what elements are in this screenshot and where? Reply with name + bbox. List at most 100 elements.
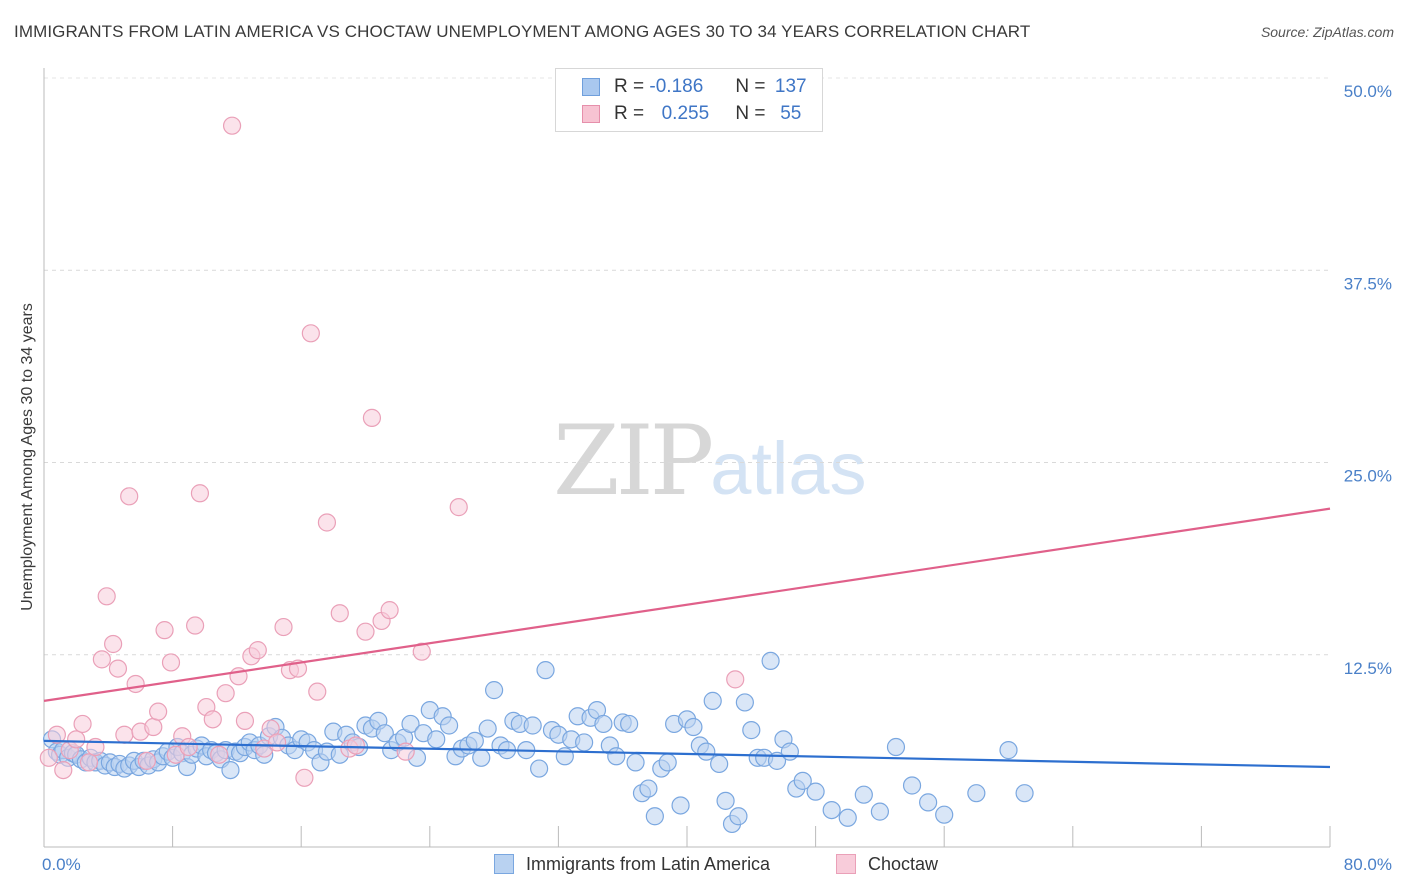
point-choctaw (301, 324, 320, 343)
bottom-legend-swatch-choctaw (836, 854, 856, 874)
point-latin-america (684, 717, 703, 737)
point-choctaw (396, 742, 415, 761)
point-choctaw (108, 659, 128, 678)
point-latin-america (620, 714, 639, 734)
point-latin-america (854, 785, 873, 804)
legend-r-value: 0.255 (661, 103, 710, 124)
legend-n-value: 55 (780, 103, 802, 124)
point-latin-america (465, 731, 484, 750)
point-choctaw (346, 736, 365, 755)
correlation-legend: R = -0.186 N = 137 R = 0.255 N = 55 (555, 68, 823, 132)
legend-r-value: -0.186 (649, 76, 704, 97)
point-latin-america (221, 760, 240, 780)
point-choctaw (39, 748, 58, 767)
point-latin-america (729, 807, 748, 826)
point-choctaw (210, 745, 229, 764)
point-choctaw (92, 650, 111, 669)
point-choctaw (308, 682, 327, 701)
point-latin-america (735, 693, 754, 712)
point-latin-america (780, 742, 799, 761)
point-latin-america (639, 779, 658, 798)
bottom-legend-choctaw: Choctaw (836, 852, 938, 876)
legend-r-label: R = (614, 103, 645, 124)
point-latin-america (703, 691, 722, 710)
legend-swatch-latin-america (582, 78, 600, 96)
gridlines (44, 77, 1330, 656)
point-latin-america (822, 800, 841, 820)
point-latin-america (870, 802, 890, 821)
bottom-legend-label-choctaw: Choctaw (868, 853, 939, 874)
point-choctaw (137, 751, 156, 770)
point-latin-america (485, 681, 504, 700)
point-choctaw (186, 616, 205, 635)
legend-row-choctaw: R = 0.255 N = 55 (582, 102, 811, 126)
point-latin-america (1015, 784, 1034, 803)
point-choctaw (362, 408, 382, 427)
legend-swatch-choctaw (582, 105, 600, 123)
point-choctaw (222, 116, 242, 135)
point-latin-america (439, 716, 459, 735)
point-latin-america (967, 784, 986, 803)
legend-n-label: N = (735, 103, 766, 124)
point-latin-america (523, 716, 542, 735)
point-choctaw (120, 487, 139, 506)
point-latin-america (742, 721, 761, 740)
axes (43, 68, 1331, 848)
tick-labels: 12.5% 25.0% 37.5% 50.0% 0.0% 80.0% (42, 82, 1392, 874)
y-tick-label: 25.0% (1344, 467, 1392, 486)
legend-row-latin-america: R = -0.186 N = 137 (582, 75, 811, 99)
point-choctaw (190, 484, 210, 503)
point-choctaw (726, 670, 745, 689)
point-latin-america (919, 793, 938, 812)
y-tick-label: 37.5% (1344, 274, 1392, 293)
point-choctaw (54, 760, 73, 780)
data-points (39, 116, 1034, 834)
point-choctaw (67, 730, 86, 749)
point-latin-america (645, 807, 664, 826)
x-tick-label-min: 0.0% (42, 855, 81, 874)
point-choctaw (97, 587, 116, 606)
bottom-legend-label-latin-america: Immigrants from Latin America (526, 853, 771, 874)
point-choctaw (412, 642, 431, 661)
point-choctaw (295, 768, 314, 787)
y-tick-label: 12.5% (1344, 659, 1392, 678)
trend-line-choctaw (43, 507, 1331, 702)
bottom-legend-swatch-latin-america (494, 854, 514, 874)
point-latin-america (761, 651, 780, 671)
point-choctaw (267, 733, 287, 752)
point-choctaw (380, 601, 399, 620)
point-choctaw (248, 641, 267, 660)
point-choctaw (235, 711, 255, 730)
point-choctaw (203, 710, 222, 729)
point-choctaw (317, 513, 337, 532)
y-tick-label: 50.0% (1344, 82, 1392, 101)
point-choctaw (126, 674, 145, 694)
point-latin-america (671, 796, 690, 815)
point-latin-america (575, 733, 594, 752)
point-latin-america (793, 771, 812, 790)
point-latin-america (935, 805, 954, 824)
point-latin-america (999, 741, 1018, 760)
bottom-legend-latin-america: Immigrants from Latin America (494, 852, 770, 876)
point-latin-america (375, 724, 394, 743)
trend-line-latin-america (43, 739, 1331, 769)
point-latin-america (902, 776, 922, 795)
source-credit: Source: ZipAtlas.com (1260, 24, 1394, 40)
chart-title: IMMIGRANTS FROM LATIN AMERICA VS CHOCTAW… (14, 22, 1031, 41)
legend-n-value: 137 (774, 76, 807, 97)
x-tick-label-max: 80.0% (1344, 855, 1392, 874)
point-latin-america (607, 747, 626, 766)
point-latin-america (472, 748, 491, 767)
point-choctaw (161, 653, 181, 672)
point-choctaw (449, 498, 468, 517)
point-latin-america (478, 719, 497, 738)
point-choctaw (79, 753, 99, 772)
legend-n-label: N = (735, 76, 766, 97)
point-choctaw (115, 725, 134, 744)
point-choctaw (104, 634, 123, 654)
point-choctaw (155, 621, 174, 640)
point-choctaw (73, 714, 92, 734)
legend-r-label: R = (614, 76, 645, 97)
point-latin-america (626, 753, 645, 772)
